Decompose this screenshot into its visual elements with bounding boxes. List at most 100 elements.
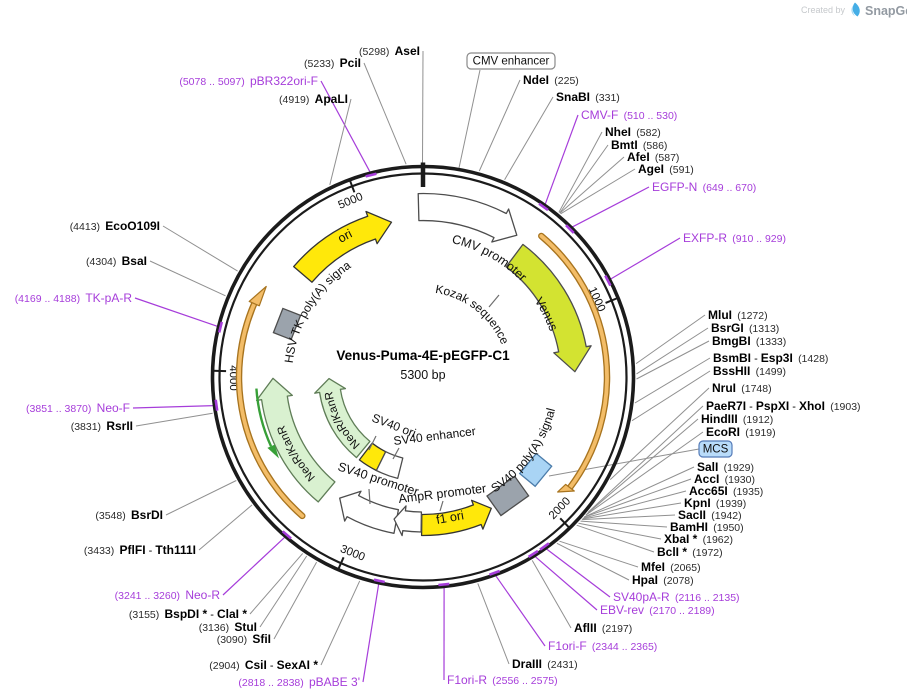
enzyme-label-bsrgi: BsrGI (1313) xyxy=(711,321,779,335)
enzyme-line-acc65i xyxy=(582,490,687,519)
enzyme-label-mfei: MfeI (2065) xyxy=(641,560,701,574)
feature-f1-ori-arrow xyxy=(420,499,492,537)
primer-site-tick xyxy=(565,224,575,234)
enzyme-label-xbai: XbaI * (1962) xyxy=(664,532,733,546)
enzyme-line-bsai xyxy=(149,260,226,297)
enzyme-label-bsai: (4304) BsaI xyxy=(86,254,147,268)
primer-label-f1ori-f: F1ori-F (2344 .. 2365) xyxy=(548,639,657,653)
enzyme-line-apali xyxy=(329,98,352,186)
enzyme-label-draiii: DraIII (2431) xyxy=(512,657,578,671)
pointer-line-3 xyxy=(439,500,444,512)
snapgene-brand: SnapGene xyxy=(865,4,907,18)
primer-line-egfp-n xyxy=(571,186,650,228)
enzyme-label-asei: (5298) AseI xyxy=(359,44,420,58)
enzyme-label-sacii: SacII (1942) xyxy=(678,508,742,522)
enzyme-line-hpai xyxy=(556,542,630,581)
primer-label-ebv-rev: EBV-rev (2170 .. 2189) xyxy=(600,603,715,617)
enzyme-line-mlui xyxy=(635,314,706,365)
enzyme-label-ecori: EcoRI (1919) xyxy=(706,425,776,439)
primer-line-pbabe-3 xyxy=(362,583,380,683)
enzyme-line-hindiii xyxy=(586,418,699,515)
feature-neor-kanr-inner-arrow xyxy=(314,377,371,459)
enzyme-line-csii-sexai xyxy=(320,580,361,666)
enzyme-label-bsrdi: (3548) BsrDI xyxy=(95,508,163,522)
enzyme-line-bsrgi xyxy=(636,327,709,375)
position-tick-3000 xyxy=(337,556,345,571)
feature-orf-arc-right xyxy=(539,234,609,490)
enzyme-line-stui xyxy=(259,555,308,628)
feature-neor-kanr-outer-arrow xyxy=(255,377,336,503)
enzyme-line-bspdi-clai xyxy=(249,553,304,615)
primer-line-exfp-r xyxy=(609,237,681,280)
primer-label-f1ori-r: F1ori-R (2556 .. 2575) xyxy=(447,673,558,687)
primer-line-sv40pa-r xyxy=(545,548,611,598)
feature-venus-arrow xyxy=(505,243,592,373)
enzyme-label-snabi: SnaBI (331) xyxy=(556,90,620,104)
primer-label-pbr322ori-f: (5078 .. 5097) pBR322ori-F xyxy=(179,74,318,88)
primer-label-cmv-f: CMV-F (510 .. 530) xyxy=(581,108,677,122)
feature-hsv-tk-polya-signal-box xyxy=(272,307,302,341)
enzyme-label-bcli: BclI * (1972) xyxy=(657,545,723,559)
enzyme-line-pcii xyxy=(363,62,407,165)
primer-label-neo-f: (3851 .. 3870) Neo-F xyxy=(26,401,130,415)
enzyme-line-bsmbi-esp3i xyxy=(634,357,711,404)
primer-label-pbabe-3: (2818 .. 2838) pBABE 3' xyxy=(238,675,360,689)
enzyme-line-pflfi-tth111i xyxy=(198,504,253,551)
cmv-enhancer-chip-label: CMV enhancer xyxy=(473,56,550,68)
leader-lines xyxy=(132,50,711,683)
enzyme-label-nhei: NheI (582) xyxy=(605,125,661,139)
enzyme-line-asei xyxy=(422,50,424,164)
feature-neor-direction-arc xyxy=(255,388,273,447)
enzyme-line-nhei xyxy=(558,131,603,213)
primer-site-tick xyxy=(438,582,450,587)
primer-line-f1ori-f xyxy=(494,574,546,647)
mcs-chip xyxy=(698,440,733,458)
primer-site-tick xyxy=(281,530,292,540)
enzyme-label-hindiii: HindIII (1912) xyxy=(701,412,773,426)
enzyme-line-bsshii xyxy=(631,370,711,422)
enzyme-line-aflii xyxy=(531,560,572,629)
primer-line-neo-f xyxy=(132,405,214,409)
enzyme-label-agei: AgeI (591) xyxy=(638,162,694,176)
enzyme-line-bamhi xyxy=(580,520,668,528)
enzyme-line-bmgbi xyxy=(636,340,710,380)
enzyme-label-afei: AfeI (587) xyxy=(627,150,679,164)
enzyme-line-ndei xyxy=(478,79,521,172)
orf-arc-left-arrowhead xyxy=(248,285,267,307)
primer-line-pbr322ori-f xyxy=(320,80,371,173)
enzyme-label-acc65i: Acc65I (1935) xyxy=(689,484,763,498)
enzyme-line-sali xyxy=(583,466,695,518)
cmv-enhancer-chip xyxy=(466,52,556,70)
primer-label-egfp-n: EGFP-N (649 .. 670) xyxy=(652,180,756,194)
position-tick-1000 xyxy=(605,296,619,304)
position-tick-5000 xyxy=(348,179,356,193)
feature-mcs-region-box xyxy=(518,452,553,488)
enzyme-line-xbai xyxy=(578,522,662,540)
primer-line-tk-pa-r xyxy=(134,297,219,328)
enzyme-line-bmti xyxy=(559,144,609,214)
pointer-line-0 xyxy=(368,435,377,451)
primer-site-tick xyxy=(539,542,550,551)
enzyme-line-draiii xyxy=(477,583,510,665)
snapgene-logo-icon xyxy=(851,2,860,17)
position-tick-2000 xyxy=(559,517,571,529)
enzyme-label-pcii: (5233) PciI xyxy=(304,56,361,70)
feature-cmv-promoter-arrow xyxy=(417,192,518,243)
enzyme-line-snabi xyxy=(504,96,554,180)
plasmid-size: 5300 bp xyxy=(400,368,445,382)
primer-label-tk-pa-r: (4169 .. 4188) TK-pA-R xyxy=(15,291,133,305)
mcs-chip-label: MCS xyxy=(703,444,729,456)
pointer-line-4 xyxy=(488,294,500,308)
curved-label-kozak-sequence-2: Kozak sequence xyxy=(434,282,512,347)
feature-orf-arc-left xyxy=(237,301,305,518)
pointer-line-2 xyxy=(368,488,371,505)
feature-ampr-promoter-arrow xyxy=(393,505,423,537)
enzyme-line-bsrdi xyxy=(165,480,237,516)
enzyme-label-bamhi: BamHI (1950) xyxy=(670,520,744,534)
enzyme-line-sacii xyxy=(581,514,676,521)
enzyme-label-bsshii: BssHII (1499) xyxy=(713,364,786,378)
neor-direction-arc-arrowhead xyxy=(267,444,279,459)
primer-line-cmv-f xyxy=(544,114,579,206)
enzyme-line-acci xyxy=(583,478,692,518)
primer-site-tick xyxy=(604,275,612,287)
